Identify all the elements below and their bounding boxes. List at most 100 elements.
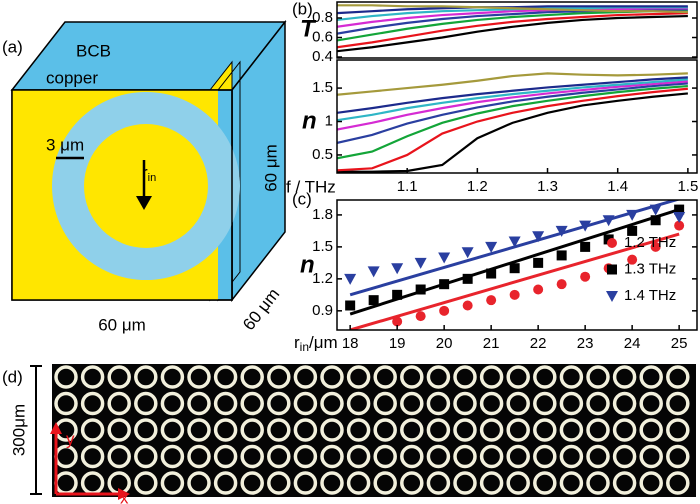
legend-marker <box>607 238 617 248</box>
y-axis-label: n <box>302 107 317 134</box>
x-tick-label: 22 <box>530 335 547 352</box>
ring <box>400 391 424 416</box>
x-tick-label: 25 <box>671 335 688 352</box>
ring <box>320 418 344 442</box>
ring <box>639 391 663 416</box>
data-line <box>337 87 688 172</box>
ring <box>213 365 238 389</box>
data-point <box>486 268 497 279</box>
data-line <box>337 92 688 173</box>
x-tick-label: 20 <box>436 335 453 352</box>
data-line <box>337 14 688 53</box>
data-line <box>337 4 688 14</box>
ring <box>506 444 530 469</box>
data-point <box>533 257 544 268</box>
ring <box>453 471 477 495</box>
ring <box>267 365 291 389</box>
plot-frame <box>336 199 698 331</box>
data-point <box>392 289 403 300</box>
ring <box>612 365 637 389</box>
ring <box>54 365 78 389</box>
ring <box>533 471 557 495</box>
ring <box>666 391 690 416</box>
ring <box>612 391 637 416</box>
dimension-label: 60 μm <box>239 285 283 334</box>
plot-frame <box>336 59 698 174</box>
y-tick-label: 0.4 <box>312 48 333 65</box>
x-tick-label: 1.1 <box>397 178 418 195</box>
ring <box>479 418 504 442</box>
scale-label: 300μm <box>9 404 28 456</box>
data-point <box>556 250 567 261</box>
ring <box>187 365 211 389</box>
data-point <box>580 241 591 252</box>
ring <box>559 444 584 469</box>
panel-label: (d) <box>2 367 23 386</box>
ring <box>213 444 238 469</box>
ring <box>213 391 238 416</box>
data-point <box>508 236 521 248</box>
radius-main: r <box>142 163 148 182</box>
ring <box>346 391 371 416</box>
ring <box>506 391 530 416</box>
legend-label: 1.2 THz <box>624 234 676 251</box>
ring <box>453 391 477 416</box>
ring <box>187 444 211 469</box>
legend-label: 1.4 THz <box>624 287 676 304</box>
ring <box>612 444 637 469</box>
ring <box>346 418 371 442</box>
ring <box>373 471 397 495</box>
data-point <box>345 300 356 311</box>
ring <box>267 418 291 442</box>
ring <box>240 365 264 389</box>
ring <box>107 365 131 389</box>
data-point <box>627 225 638 236</box>
ring <box>453 365 477 389</box>
ring <box>426 444 451 469</box>
panel-label: (a) <box>2 37 23 56</box>
ring <box>240 391 264 416</box>
data-line <box>337 12 688 49</box>
ring <box>346 444 371 469</box>
ring <box>453 418 477 442</box>
ring <box>80 418 105 442</box>
data-point <box>344 273 357 285</box>
ring <box>533 444 557 469</box>
ring <box>54 391 78 416</box>
y-axis-label: n <box>300 251 315 278</box>
data-point <box>415 311 426 322</box>
ring <box>612 471 637 495</box>
ring <box>666 365 690 389</box>
data-point <box>485 241 498 253</box>
ring <box>293 444 318 469</box>
data-line <box>337 72 688 96</box>
dimension-label: 60 μm <box>98 315 146 334</box>
ring <box>559 391 584 416</box>
ring <box>293 471 318 495</box>
ring <box>213 471 238 495</box>
ring <box>479 391 504 416</box>
data-point <box>391 263 404 275</box>
ring <box>666 444 690 469</box>
ring <box>160 444 185 469</box>
x-tick-label: 23 <box>577 335 594 352</box>
x-tick-label: 18 <box>342 335 359 352</box>
ring <box>373 418 397 442</box>
ring <box>240 471 264 495</box>
ring <box>479 365 504 389</box>
x-label-main: r <box>294 333 300 352</box>
panel-label: (c) <box>292 189 312 208</box>
y-tick-label: 1.5 <box>312 79 333 96</box>
ring <box>80 365 105 389</box>
data-point <box>674 204 685 215</box>
ring <box>160 391 185 416</box>
y-tick-label: 1.5 <box>312 238 333 255</box>
x-tick-label: 1.4 <box>607 178 628 195</box>
data-line <box>337 78 688 122</box>
ring <box>134 418 158 442</box>
data-point <box>462 273 473 284</box>
ring <box>453 444 477 469</box>
ring <box>400 418 424 442</box>
ring <box>426 418 451 442</box>
ring <box>666 418 690 442</box>
